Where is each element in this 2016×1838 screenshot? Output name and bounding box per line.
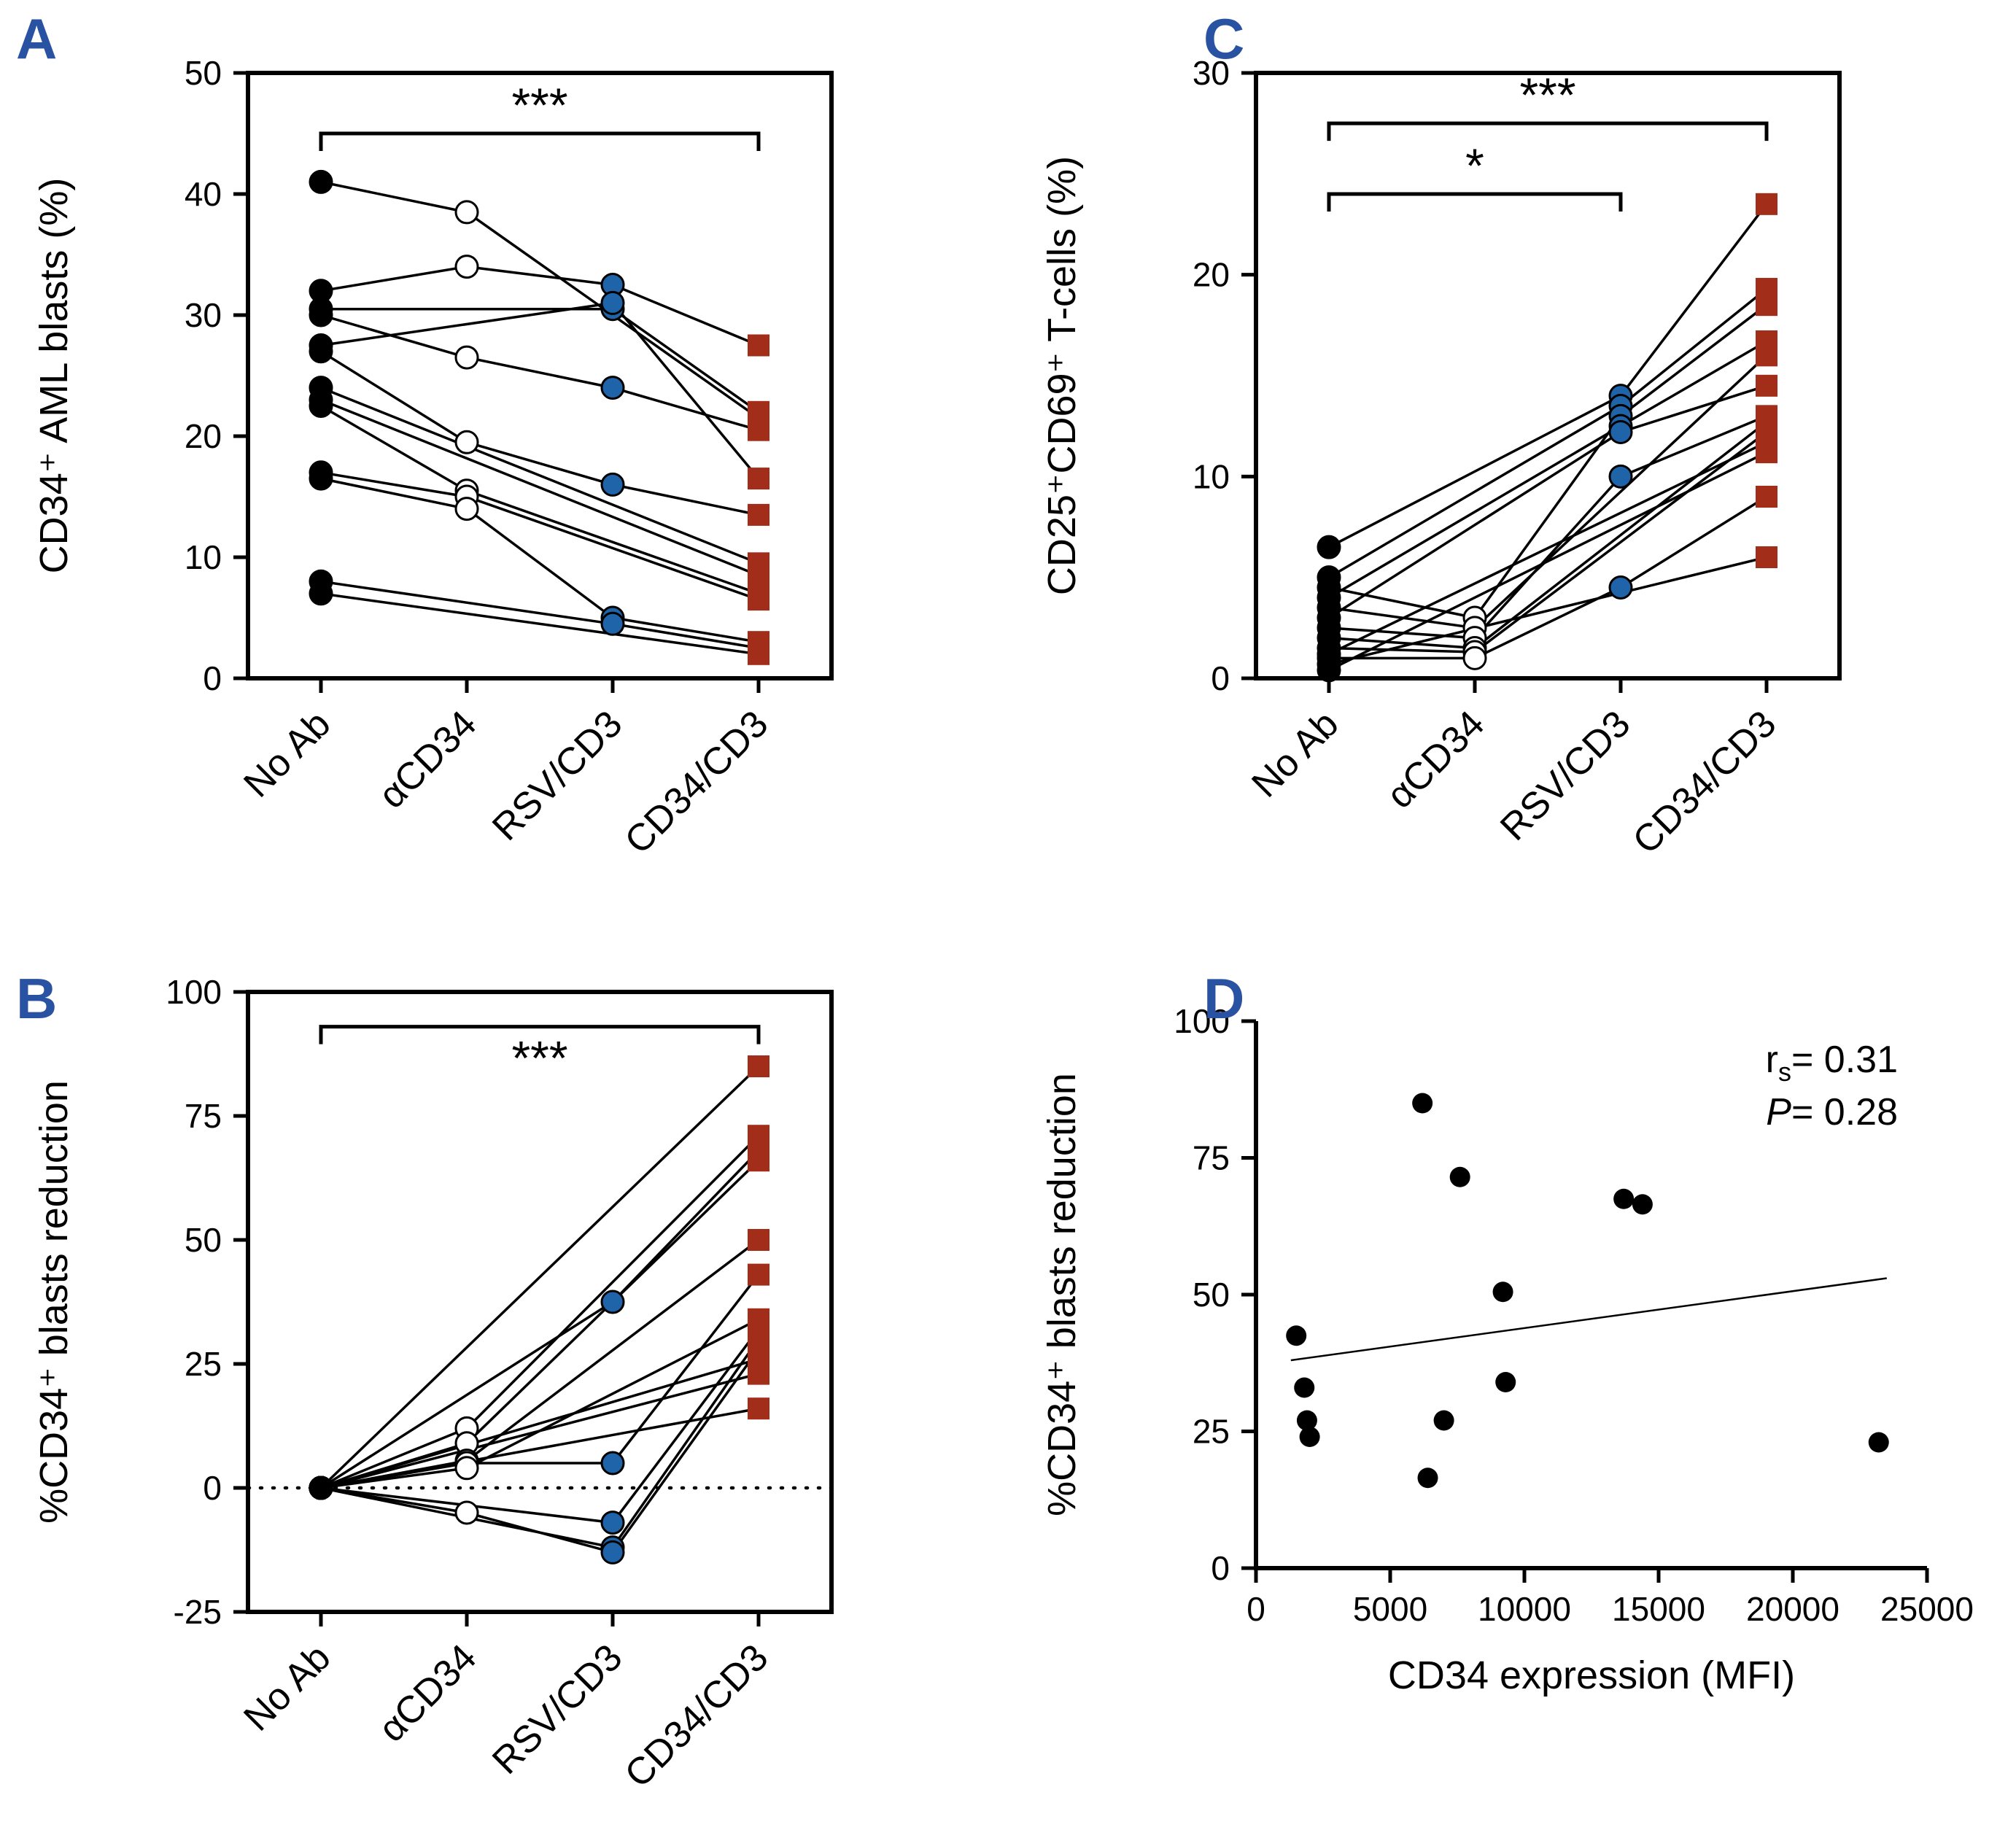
svg-text:*: * xyxy=(1465,139,1484,193)
svg-text:P= 0.28: P= 0.28 xyxy=(1766,1091,1898,1133)
svg-text:75: 75 xyxy=(185,1097,222,1135)
svg-text:100: 100 xyxy=(166,973,222,1011)
panel-A: A 0 10 20 30 40 50 No Ab αCD34 RSV/CD3 CD34/CD3 CD… xyxy=(0,0,1008,919)
svg-text:30: 30 xyxy=(185,296,222,334)
svg-text:***: *** xyxy=(1519,68,1575,122)
svg-text:10: 10 xyxy=(1193,457,1230,495)
svg-text:0: 0 xyxy=(203,1469,222,1507)
svg-text:RSV/CD3: RSV/CD3 xyxy=(1492,702,1638,848)
svg-text:αCD34: αCD34 xyxy=(371,702,484,816)
chart-D-scatter: 0 25 50 75 100 0 5000 10000 15000 20000 25000 CD34 … xyxy=(1040,1002,1974,1697)
panel-letter-B: B xyxy=(16,966,58,1031)
svg-text:75: 75 xyxy=(1193,1139,1230,1177)
svg-text:25: 25 xyxy=(185,1345,222,1383)
svg-text:100: 100 xyxy=(1174,1002,1230,1040)
svg-text:30: 30 xyxy=(1193,54,1230,92)
svg-text:5000: 5000 xyxy=(1353,1590,1427,1628)
svg-text:CD34/CD3: CD34/CD3 xyxy=(617,1636,777,1796)
svg-text:αCD34: αCD34 xyxy=(371,1636,484,1750)
panel-B: B -25 0 25 50 75 100 No Ab αCD34 RSV/CD3 CD34/CD3… xyxy=(0,919,1008,1838)
svg-text:αCD34: αCD34 xyxy=(1379,702,1492,816)
svg-text:0: 0 xyxy=(1247,1590,1265,1628)
svg-text:0: 0 xyxy=(1211,659,1230,697)
svg-text:CD34 expression (MFI): CD34 expression (MFI) xyxy=(1388,1653,1795,1697)
svg-text:20000: 20000 xyxy=(1746,1590,1839,1628)
svg-text:15000: 15000 xyxy=(1612,1590,1705,1628)
svg-text:50: 50 xyxy=(185,54,222,92)
svg-text:0: 0 xyxy=(1211,1549,1230,1587)
svg-text:50: 50 xyxy=(1193,1276,1230,1314)
svg-text:%CD34⁺ blasts reduction: %CD34⁺ blasts reduction xyxy=(32,1080,76,1524)
svg-text:10: 10 xyxy=(185,538,222,576)
svg-text:***: *** xyxy=(511,1031,567,1085)
svg-text:10000: 10000 xyxy=(1478,1590,1571,1628)
svg-text:RSV/CD3: RSV/CD3 xyxy=(484,1636,630,1782)
panel-letter-C: C xyxy=(1203,7,1245,71)
panel-letter-D: D xyxy=(1203,966,1245,1031)
svg-text:RSV/CD3: RSV/CD3 xyxy=(484,702,630,848)
svg-text:No Ab: No Ab xyxy=(236,1636,338,1739)
svg-text:0: 0 xyxy=(203,659,222,697)
panel-D: D 0 25 50 75 100 0 5000 10000 15000 20000 25000 CD3… xyxy=(1008,919,2016,1838)
svg-text:***: *** xyxy=(511,78,567,132)
panel-letter-A: A xyxy=(16,7,58,71)
svg-text:20: 20 xyxy=(185,417,222,455)
svg-text:25: 25 xyxy=(1193,1413,1230,1451)
svg-text:CD34/CD3: CD34/CD3 xyxy=(1625,702,1785,862)
svg-text:No Ab: No Ab xyxy=(1244,702,1346,805)
svg-text:50: 50 xyxy=(185,1221,222,1259)
panel-C: C 0 10 20 30 No Ab αCD34 RSV/CD3 CD34/CD3 CD25⁺C… xyxy=(1008,0,2016,919)
svg-text:-25: -25 xyxy=(174,1593,222,1631)
svg-text:%CD34⁺ blasts reduction: %CD34⁺ blasts reduction xyxy=(1040,1073,1084,1516)
svg-text:25000: 25000 xyxy=(1880,1590,1974,1628)
svg-text:CD25⁺CD69⁺ T-cells (%): CD25⁺CD69⁺ T-cells (%) xyxy=(1040,156,1084,595)
svg-text:rs= 0.31: rs= 0.31 xyxy=(1766,1039,1898,1087)
svg-text:20: 20 xyxy=(1193,256,1230,294)
svg-text:CD34⁺ AML blasts (%): CD34⁺ AML blasts (%) xyxy=(32,178,76,574)
svg-text:40: 40 xyxy=(185,175,222,213)
svg-text:No Ab: No Ab xyxy=(236,702,338,805)
svg-text:CD34/CD3: CD34/CD3 xyxy=(617,702,777,862)
